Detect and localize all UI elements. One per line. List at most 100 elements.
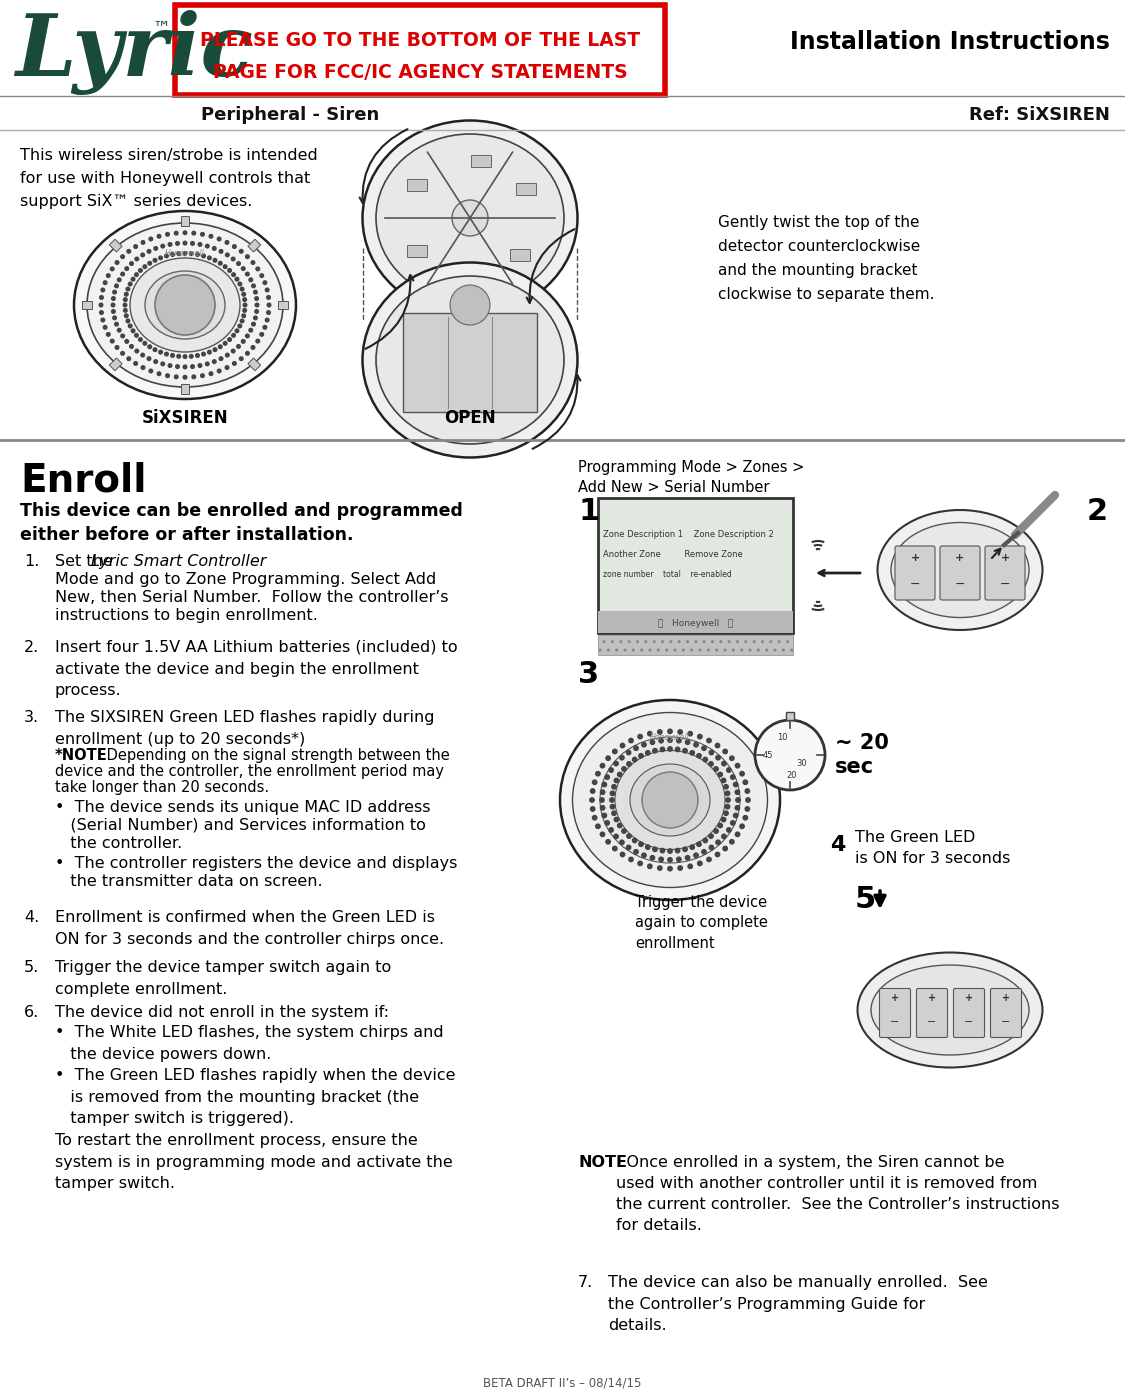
Circle shape: [135, 273, 138, 277]
Circle shape: [132, 329, 135, 333]
Text: +: +: [1000, 553, 1009, 562]
Circle shape: [652, 848, 657, 852]
Circle shape: [183, 252, 187, 255]
Circle shape: [191, 242, 195, 245]
Circle shape: [629, 739, 633, 743]
Text: −: −: [1001, 1017, 1010, 1027]
Ellipse shape: [376, 276, 564, 443]
Ellipse shape: [891, 522, 1029, 617]
Circle shape: [614, 778, 619, 782]
Circle shape: [245, 334, 249, 337]
Text: 3.: 3.: [24, 711, 39, 725]
Circle shape: [658, 866, 662, 870]
FancyBboxPatch shape: [460, 270, 480, 283]
Circle shape: [668, 866, 673, 870]
Circle shape: [107, 274, 110, 277]
Circle shape: [718, 824, 722, 828]
Circle shape: [622, 828, 627, 834]
Text: 6.: 6.: [24, 1004, 39, 1020]
Circle shape: [452, 200, 488, 236]
Circle shape: [254, 297, 259, 301]
Circle shape: [99, 304, 102, 306]
Bar: [109, 239, 123, 252]
Circle shape: [648, 865, 652, 869]
Circle shape: [164, 255, 169, 257]
Circle shape: [633, 746, 638, 750]
FancyBboxPatch shape: [403, 313, 537, 411]
Text: The Green LED
is ON for 3 seconds: The Green LED is ON for 3 seconds: [855, 830, 1010, 866]
Text: 20: 20: [786, 771, 798, 779]
Circle shape: [730, 775, 735, 779]
Circle shape: [142, 241, 145, 245]
Circle shape: [722, 761, 726, 765]
Ellipse shape: [600, 737, 740, 863]
Ellipse shape: [376, 134, 564, 302]
Circle shape: [100, 295, 104, 299]
Circle shape: [253, 316, 258, 320]
Bar: [181, 383, 189, 395]
Text: 45: 45: [763, 750, 773, 760]
Circle shape: [734, 782, 738, 786]
Text: +: +: [965, 993, 973, 1003]
Circle shape: [685, 856, 690, 860]
Circle shape: [266, 318, 269, 322]
Text: −: −: [910, 578, 920, 590]
Circle shape: [165, 232, 170, 236]
Circle shape: [245, 273, 249, 276]
Circle shape: [225, 365, 228, 369]
Circle shape: [213, 246, 216, 250]
Text: *NOTE: *NOTE: [55, 748, 108, 762]
Text: New, then Serial Number.  Follow the controller’s: New, then Serial Number. Follow the cont…: [55, 590, 449, 604]
Circle shape: [727, 828, 731, 832]
Circle shape: [683, 848, 687, 852]
Circle shape: [153, 259, 156, 262]
Circle shape: [639, 842, 643, 846]
Text: 3: 3: [578, 660, 600, 688]
Circle shape: [115, 284, 118, 288]
Ellipse shape: [74, 211, 296, 399]
Circle shape: [601, 790, 605, 795]
Circle shape: [256, 340, 260, 343]
Circle shape: [740, 824, 745, 828]
Circle shape: [736, 806, 739, 810]
Circle shape: [127, 357, 130, 361]
Circle shape: [602, 782, 606, 786]
Circle shape: [450, 285, 490, 325]
Circle shape: [633, 849, 638, 853]
Circle shape: [593, 781, 597, 785]
Circle shape: [613, 750, 616, 754]
Text: This wireless siren/strobe is intended
for use with Honeywell controls that
supp: This wireless siren/strobe is intended f…: [20, 148, 317, 208]
Circle shape: [232, 350, 235, 353]
Text: Lyric Smart Controller: Lyric Smart Controller: [91, 554, 267, 569]
Text: The SIXSIREN Green LED flashes rapidly during
enrollment (up to 20 seconds*): The SIXSIREN Green LED flashes rapidly d…: [55, 711, 434, 747]
Text: PAGE FOR FCC/IC AGENCY STATEMENTS: PAGE FOR FCC/IC AGENCY STATEMENTS: [213, 63, 628, 83]
Circle shape: [641, 743, 646, 747]
FancyBboxPatch shape: [940, 546, 980, 600]
Circle shape: [214, 348, 217, 351]
FancyBboxPatch shape: [917, 989, 947, 1038]
Circle shape: [723, 785, 728, 789]
Circle shape: [709, 845, 713, 849]
Circle shape: [176, 242, 179, 245]
Circle shape: [232, 273, 235, 277]
Circle shape: [618, 772, 622, 776]
Circle shape: [147, 346, 152, 348]
Circle shape: [698, 862, 702, 866]
Circle shape: [746, 797, 750, 802]
Circle shape: [650, 856, 655, 860]
Circle shape: [716, 852, 720, 856]
Text: Honeywell: Honeywell: [650, 733, 690, 743]
Circle shape: [224, 341, 227, 346]
Bar: [82, 301, 92, 309]
Circle shape: [201, 255, 206, 257]
Circle shape: [726, 792, 730, 796]
Circle shape: [678, 866, 683, 870]
Circle shape: [126, 287, 129, 291]
Text: 5: 5: [855, 886, 876, 914]
Circle shape: [726, 804, 730, 809]
Circle shape: [135, 333, 138, 337]
Circle shape: [627, 834, 631, 838]
Circle shape: [683, 748, 687, 753]
Circle shape: [703, 757, 708, 761]
FancyBboxPatch shape: [880, 989, 910, 1038]
